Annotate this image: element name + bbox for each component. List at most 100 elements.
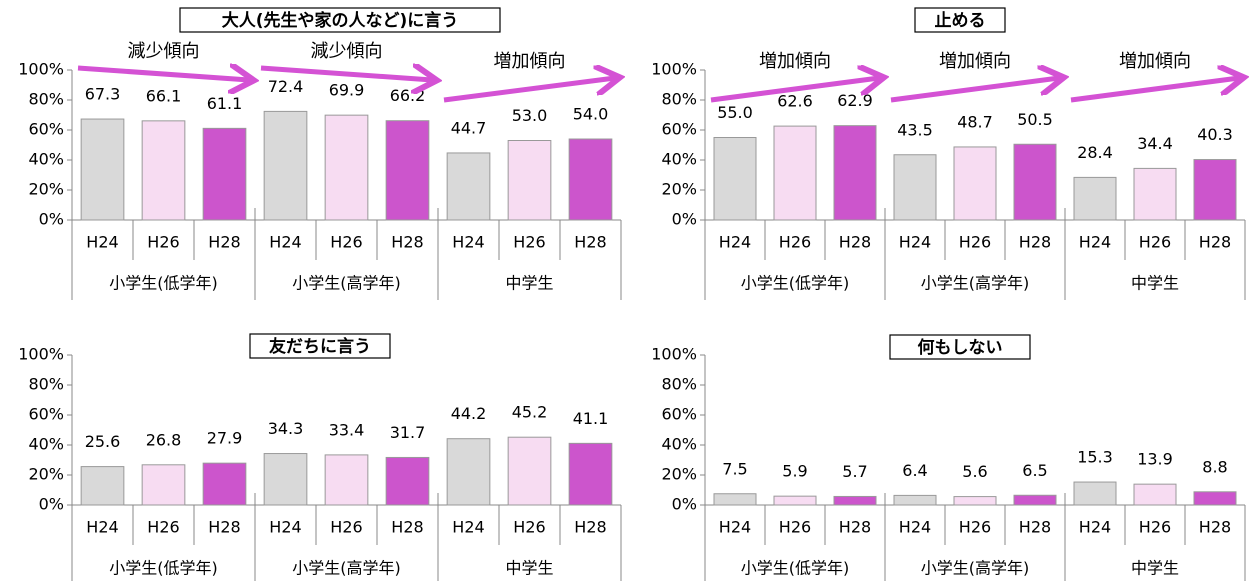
- value-label: 62.9: [837, 91, 873, 110]
- title-box: [249, 333, 391, 359]
- x-tick-label: H26: [147, 518, 179, 537]
- y-tick-label: 100%: [18, 60, 64, 79]
- y-tick-label: 0%: [39, 210, 64, 229]
- x-tick-label: H24: [719, 518, 751, 537]
- bar: [568, 442, 613, 506]
- bar: [324, 114, 369, 221]
- group-label: 小学生(高学年): [292, 559, 401, 578]
- value-label: 40.3: [1197, 125, 1233, 144]
- group-label: 小学生(低学年): [109, 559, 218, 578]
- bar: [507, 436, 552, 506]
- x-tick-label: H28: [1019, 233, 1051, 252]
- bar: [141, 464, 186, 506]
- y-tick-label: 40%: [661, 435, 697, 454]
- y-tick-label: 40%: [28, 435, 64, 454]
- value-label: 13.9: [1137, 450, 1173, 469]
- trend-label: 減少傾向: [311, 41, 383, 62]
- y-tick-label: 20%: [661, 180, 697, 199]
- x-tick-label: H26: [330, 233, 362, 252]
- x-tick-label: H26: [1139, 233, 1171, 252]
- title-box: [179, 7, 501, 33]
- chart-title: 止める: [935, 10, 986, 31]
- value-label: 34.4: [1137, 134, 1173, 153]
- value-label: 66.1: [146, 86, 182, 105]
- x-tick-label: H24: [269, 233, 301, 252]
- group-label: 小学生(高学年): [292, 274, 401, 293]
- chart-title: 大人(先生や家の人など)に言う: [222, 10, 459, 31]
- value-label: 31.7: [390, 423, 426, 442]
- x-tick-label: H26: [513, 233, 545, 252]
- x-tick-label: H24: [1079, 233, 1111, 252]
- x-tick-label: H26: [779, 233, 811, 252]
- bar: [713, 137, 757, 221]
- y-tick-label: 60%: [661, 120, 697, 139]
- x-tick-label: H28: [391, 518, 423, 537]
- bar: [80, 118, 125, 221]
- group-label: 中学生: [505, 274, 553, 293]
- x-tick-label: H24: [899, 518, 931, 537]
- x-tick-label: H26: [779, 518, 811, 537]
- bar: [893, 154, 937, 221]
- value-label: 6.4: [902, 461, 927, 480]
- bar: [833, 125, 877, 221]
- bar: [773, 495, 817, 506]
- bar: [1073, 176, 1117, 221]
- value-label: 43.5: [897, 120, 933, 139]
- bar: [202, 127, 247, 221]
- group-label: 中学生: [505, 559, 553, 578]
- bar: [1073, 481, 1117, 506]
- y-tick-label: 40%: [28, 150, 64, 169]
- group-label: 小学生(低学年): [109, 274, 218, 293]
- group-label: 小学生(高学年): [921, 559, 1030, 578]
- group-label: 小学生(低学年): [741, 274, 850, 293]
- bar: [263, 110, 308, 221]
- trend-arrow: [260, 68, 432, 80]
- bar: [1133, 167, 1177, 221]
- value-label: 66.2: [390, 86, 426, 105]
- y-tick-label: 100%: [651, 345, 697, 364]
- value-label: 54.0: [573, 105, 609, 124]
- bar: [80, 466, 125, 506]
- bar: [1193, 491, 1237, 506]
- x-tick-label: H24: [269, 518, 301, 537]
- bar: [953, 496, 997, 506]
- trend-arrow: [710, 78, 879, 103]
- value-label: 53.0: [512, 106, 548, 125]
- title-box: [914, 7, 1006, 33]
- y-tick-label: 0%: [672, 495, 697, 514]
- bar: [385, 456, 430, 506]
- group-label: 中学生: [1131, 274, 1179, 293]
- y-tick-label: 40%: [661, 150, 697, 169]
- x-tick-label: H28: [1019, 518, 1051, 537]
- value-label: 69.9: [329, 81, 365, 100]
- value-label: 8.8: [1202, 457, 1227, 476]
- bar: [953, 146, 997, 221]
- x-tick-label: H28: [839, 233, 871, 252]
- x-tick-label: H28: [208, 233, 240, 252]
- x-tick-label: H24: [719, 233, 751, 252]
- bar: [263, 453, 308, 506]
- trend-label: 減少傾向: [128, 41, 200, 62]
- trend-arrow: [890, 78, 1059, 103]
- value-label: 48.7: [957, 112, 993, 131]
- value-label: 55.0: [717, 103, 753, 122]
- x-tick-label: H24: [1079, 518, 1111, 537]
- bar: [1193, 159, 1237, 221]
- bar: [1013, 494, 1057, 506]
- chart-title: 何もしない: [918, 337, 1003, 358]
- bar: [202, 462, 247, 506]
- bar: [446, 438, 491, 506]
- trend-arrow: [443, 78, 615, 103]
- x-tick-label: H28: [208, 518, 240, 537]
- value-label: 7.5: [722, 459, 747, 478]
- value-label: 6.5: [1022, 461, 1047, 480]
- value-label: 25.6: [85, 432, 121, 451]
- value-label: 28.4: [1077, 143, 1113, 162]
- x-tick-label: H24: [452, 233, 484, 252]
- x-tick-label: H24: [86, 518, 118, 537]
- value-label: 41.1: [573, 409, 609, 428]
- value-label: 50.5: [1017, 110, 1053, 129]
- x-tick-label: H28: [1199, 518, 1231, 537]
- y-tick-label: 20%: [28, 465, 64, 484]
- value-label: 5.6: [962, 462, 987, 481]
